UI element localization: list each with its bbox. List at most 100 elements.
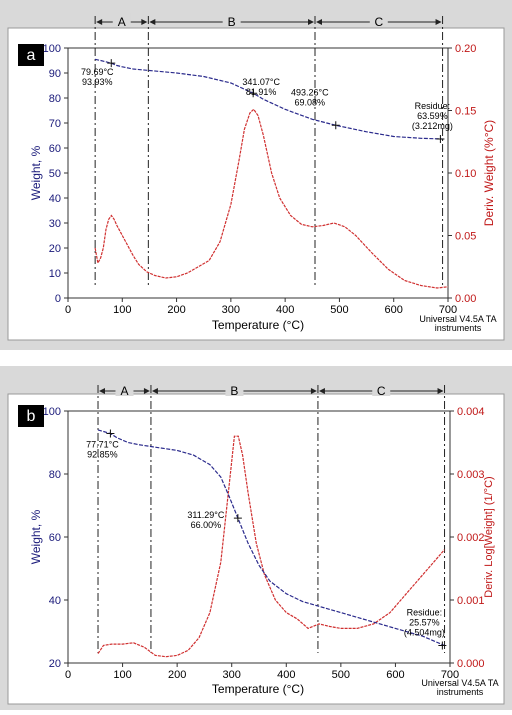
region-label: B [228, 15, 236, 29]
x-tick-label: 500 [330, 304, 348, 316]
y2-axis-label: Deriv. Weight (%°C) [482, 120, 496, 226]
point-marker [249, 89, 258, 98]
region-label-bg [115, 382, 134, 396]
annotation-weight: 69.08% [295, 97, 326, 107]
point-marker [107, 59, 116, 68]
y-tick-label: 40 [49, 193, 61, 205]
region-label-bg [112, 13, 131, 27]
annotation-weight: 81.91% [246, 87, 277, 97]
annotations: 77.71°C92.85% 311.29°C66.00% Residue:25.57… [86, 429, 447, 650]
panel-b: A B C 0 100 200 300 400 500 600 700 20 40 60 80 100 0.0… [0, 366, 512, 710]
annotation-temp: 493.26°C [291, 87, 329, 97]
y-tick-label: 80 [49, 469, 61, 481]
x-tick-label: 700 [441, 669, 459, 681]
arrowhead [143, 388, 150, 394]
deriv-log-weight-line [97, 435, 445, 658]
y2-axis-label: Deriv. Log[Weight] (1/°C) [483, 476, 495, 597]
panel-a: A B C 0 100 200 300 400 500 600 700 0 10 20 30 40 50 60 7… [0, 0, 512, 350]
y2-tick-label: 0.05 [455, 231, 476, 243]
x-tick-label: 100 [113, 669, 131, 681]
panel-label: a [27, 47, 36, 64]
x-tick-label: 600 [386, 669, 404, 681]
x-tick-label: 0 [65, 669, 71, 681]
region-label-bg [372, 382, 391, 396]
x-tick-label: 300 [222, 304, 240, 316]
y-tick-label: 20 [49, 658, 61, 670]
axes: 0 100 200 300 400 500 600 700 0 10 20 30 40 50 60 70 80 9… [43, 43, 477, 316]
panel-label-box [18, 405, 44, 427]
arrowhead [437, 388, 444, 394]
annotation-weight: 66.00% [191, 520, 222, 530]
point-marker [438, 641, 447, 650]
annotation-mass: (4.504mg) [404, 627, 445, 637]
arrowhead [308, 19, 314, 25]
arrowhead [435, 19, 442, 25]
region-label: B [230, 384, 238, 398]
region-markers: A B C [94, 13, 444, 288]
x-tick-label: 200 [168, 669, 186, 681]
y-tick-label: 30 [49, 218, 61, 230]
y-tick-label: 60 [49, 143, 61, 155]
point-marker [436, 135, 445, 144]
y2-tick-label: 0.15 [455, 106, 476, 118]
y2-tick-label: 0.10 [455, 168, 476, 180]
y-axis-label: Weight, % [29, 509, 43, 564]
panel-label: b [27, 408, 36, 425]
footnote-line1: Universal V4.5A TA [421, 678, 498, 688]
x-tick-label: 400 [276, 304, 294, 316]
y2-tick-label: 0.003 [457, 469, 485, 481]
y2-tick-label: 0.20 [455, 43, 476, 55]
region-label-bg [225, 382, 244, 396]
arrowhead [96, 19, 103, 25]
x-tick-label: 600 [385, 304, 403, 316]
y-tick-label: 10 [49, 268, 61, 280]
point-marker [233, 514, 242, 523]
y2-tick-label: 0.000 [457, 658, 485, 670]
arrowhead [318, 388, 325, 394]
plot-area [67, 410, 451, 664]
annotation-temp: 341.07°C [242, 77, 280, 87]
y-tick-label: 90 [49, 68, 61, 80]
footnote-line2: instruments [435, 323, 482, 333]
chart-a: A B C 0 100 200 300 400 500 600 700 0 10 20 30 40 50 60 7… [7, 13, 505, 341]
annotations: 79.69°C93.93% 341.07°C81.91% 493.26°C69.08… [81, 59, 453, 144]
region-label: A [120, 384, 128, 398]
y-tick-label: 0 [55, 293, 61, 305]
region-label: A [118, 15, 126, 29]
arrowhead [99, 388, 106, 394]
annotation-temp: Residue: [415, 101, 451, 111]
chart-b: A B C 0 100 200 300 400 500 600 700 20 40 60 80 100 0.0… [7, 382, 505, 705]
x-tick-label: 200 [167, 304, 185, 316]
arrowhead [151, 388, 158, 394]
x-tick-label: 700 [439, 304, 457, 316]
axes: 0 100 200 300 400 500 600 700 20 40 60 80 100 0.000 0.… [43, 406, 485, 681]
x-tick-label: 300 [223, 669, 241, 681]
y2-tick-label: 0.002 [457, 532, 485, 544]
arrowhead [141, 19, 148, 25]
x-axis-label: Temperature (°C) [212, 682, 304, 696]
point-marker [331, 121, 340, 130]
y-tick-label: 100 [43, 406, 61, 418]
y-tick-label: 20 [49, 243, 61, 255]
y-tick-label: 60 [49, 532, 61, 544]
x-tick-label: 500 [332, 669, 350, 681]
x-axis-label: Temperature (°C) [212, 318, 304, 332]
y-tick-label: 100 [43, 43, 61, 55]
y2-tick-label: 0.004 [457, 406, 485, 418]
y-tick-label: 80 [49, 93, 61, 105]
region-label-bg [369, 13, 388, 27]
arrowhead [310, 388, 317, 394]
annotation-weight: 25.57% [409, 617, 440, 627]
plot-area [67, 47, 449, 299]
x-tick-label: 400 [277, 669, 295, 681]
annotation-weight: 92.85% [87, 450, 118, 460]
point-marker [106, 429, 115, 438]
annotation-weight: 93.93% [82, 77, 113, 87]
annotation-temp: 311.29°C [187, 510, 224, 520]
y2-tick-label: 0.00 [455, 293, 476, 305]
y-axis-label: Weight, % [29, 145, 43, 200]
y-tick-label: 50 [49, 168, 61, 180]
y-tick-label: 40 [49, 595, 61, 607]
footnote-line2: instruments [437, 687, 484, 697]
arrowhead [149, 19, 156, 25]
